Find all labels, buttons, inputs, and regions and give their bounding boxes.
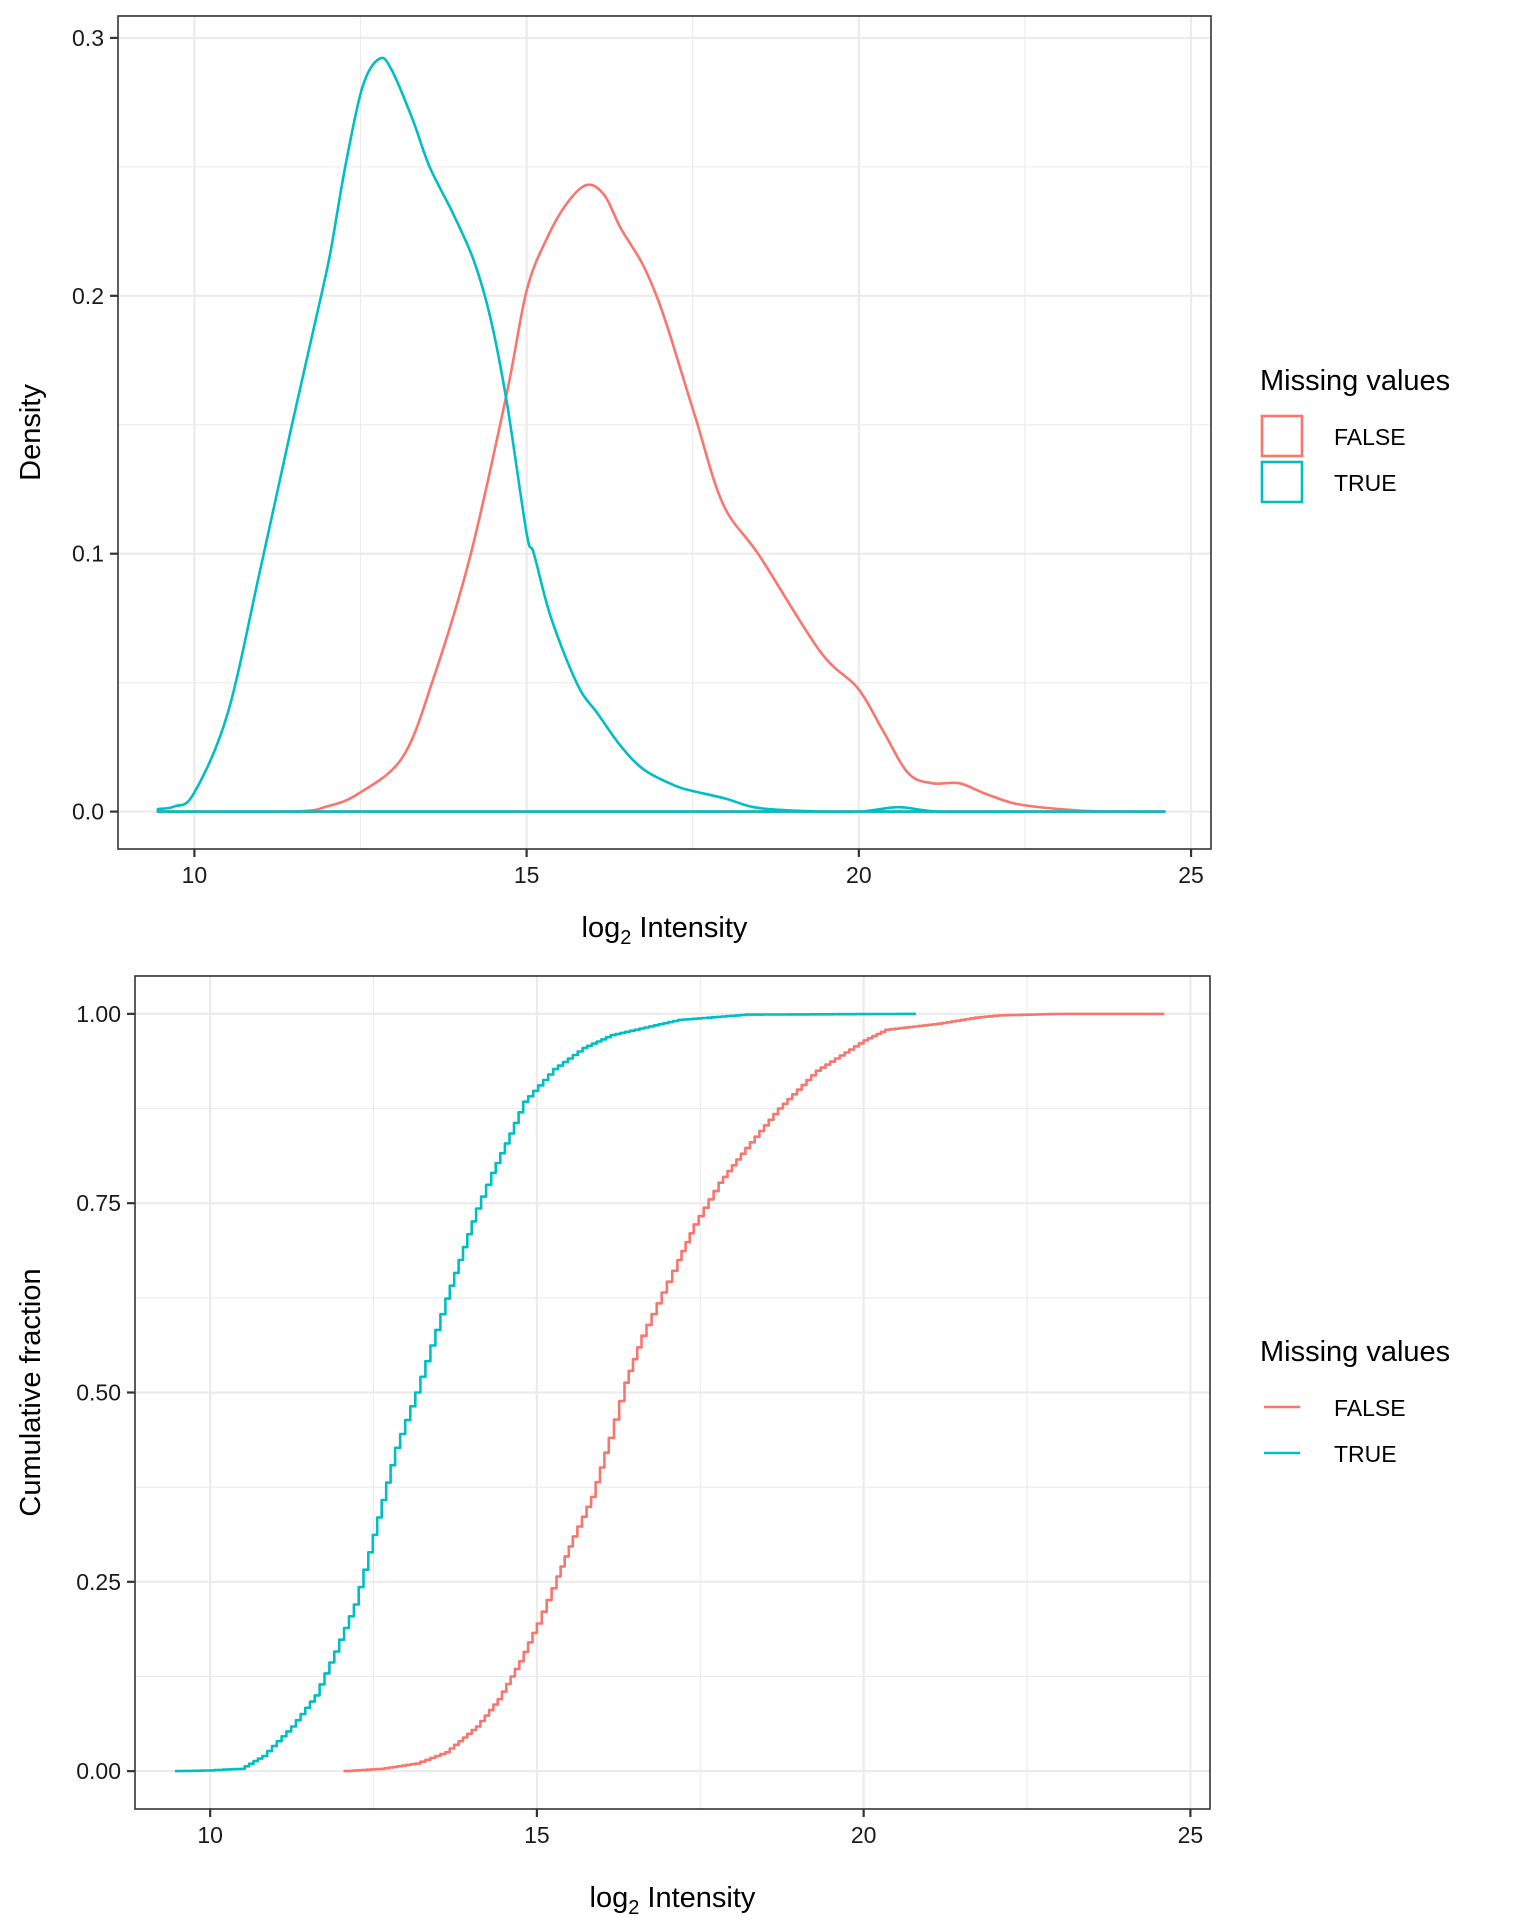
ecdf-plot-axes: 10 15 20 25 0.00 0.25 0.50 0.75 1.00	[76, 1001, 1203, 1848]
legend-key-box	[1260, 414, 1304, 458]
x-tick-label: 20	[846, 862, 872, 888]
x-tick-label: 10	[182, 862, 208, 888]
ecdf-plot-x-axis-title: log2 Intensity	[590, 1882, 756, 1919]
density-plot-x-axis-title: log2 Intensity	[582, 912, 748, 949]
x-tick-label: 25	[1178, 1822, 1204, 1848]
density-plot: 10 15 20 25 0.0 0.1 0.2 0.3 log2 Intensity Dens…	[15, 15, 1450, 949]
y-tick-label: 0.50	[76, 1380, 121, 1406]
legend-item-false: FALSE	[1260, 414, 1406, 458]
ecdf-plot-gridlines	[135, 976, 1210, 1809]
y-tick-label: 0.25	[76, 1569, 121, 1595]
legend-item-false: FALSE	[1264, 1395, 1406, 1421]
x-axis-title-subscript: 2	[620, 927, 631, 949]
x-tick-label: 20	[851, 1822, 877, 1848]
x-axis-title-main: log	[582, 912, 621, 944]
legend-label: TRUE	[1334, 470, 1397, 496]
density-plot-axes: 10 15 20 25 0.0 0.1 0.2 0.3	[72, 25, 1204, 888]
y-tick-label: 0.0	[72, 799, 104, 825]
ecdf-plot: 10 15 20 25 0.00 0.25 0.50 0.75 1.00 log2 Intens…	[15, 975, 1450, 1919]
legend-title: Missing values	[1260, 1336, 1450, 1368]
density-plot-legend: Missing values FALSE TRUE	[1260, 365, 1450, 504]
series-line-true	[174, 1012, 916, 1773]
x-axis-title-subscript: 2	[628, 1897, 639, 1919]
y-tick-label: 0.1	[72, 541, 104, 567]
legend-label: FALSE	[1334, 1395, 1406, 1421]
x-tick-label: 15	[524, 1822, 550, 1848]
ecdf-plot-y-axis-title: Cumulative fraction	[15, 1268, 47, 1516]
y-tick-label: 0.00	[76, 1758, 121, 1784]
legend-label: TRUE	[1334, 1441, 1397, 1467]
y-tick-label: 0.3	[72, 25, 104, 51]
x-tick-label: 10	[197, 1822, 223, 1848]
x-axis-title-rest: Intensity	[639, 1882, 756, 1914]
x-tick-label: 25	[1178, 862, 1204, 888]
series-line-false	[156, 183, 1166, 814]
legend-key-box	[1260, 460, 1304, 504]
density-plot-panel	[118, 16, 1211, 849]
x-tick-label: 15	[514, 862, 540, 888]
y-tick-label: 0.75	[76, 1190, 121, 1216]
series-line-true	[156, 56, 1166, 814]
density-plot-y-axis-title: Density	[15, 384, 47, 481]
ecdf-plot-series	[174, 1012, 1165, 1773]
y-tick-label: 1.00	[76, 1001, 121, 1027]
ecdf-plot-legend: Missing values FALSE TRUE	[1260, 1336, 1450, 1467]
x-axis-title-rest: Intensity	[631, 912, 748, 944]
density-plot-series	[156, 56, 1166, 814]
y-tick-label: 0.2	[72, 283, 104, 309]
legend-label: FALSE	[1334, 424, 1406, 450]
legend-item-true: TRUE	[1264, 1441, 1397, 1467]
series-line-false	[343, 1012, 1165, 1773]
legend-item-true: TRUE	[1260, 460, 1397, 504]
legend-title: Missing values	[1260, 365, 1450, 397]
density-plot-border	[117, 15, 1212, 850]
x-axis-title-main: log	[590, 1882, 629, 1914]
